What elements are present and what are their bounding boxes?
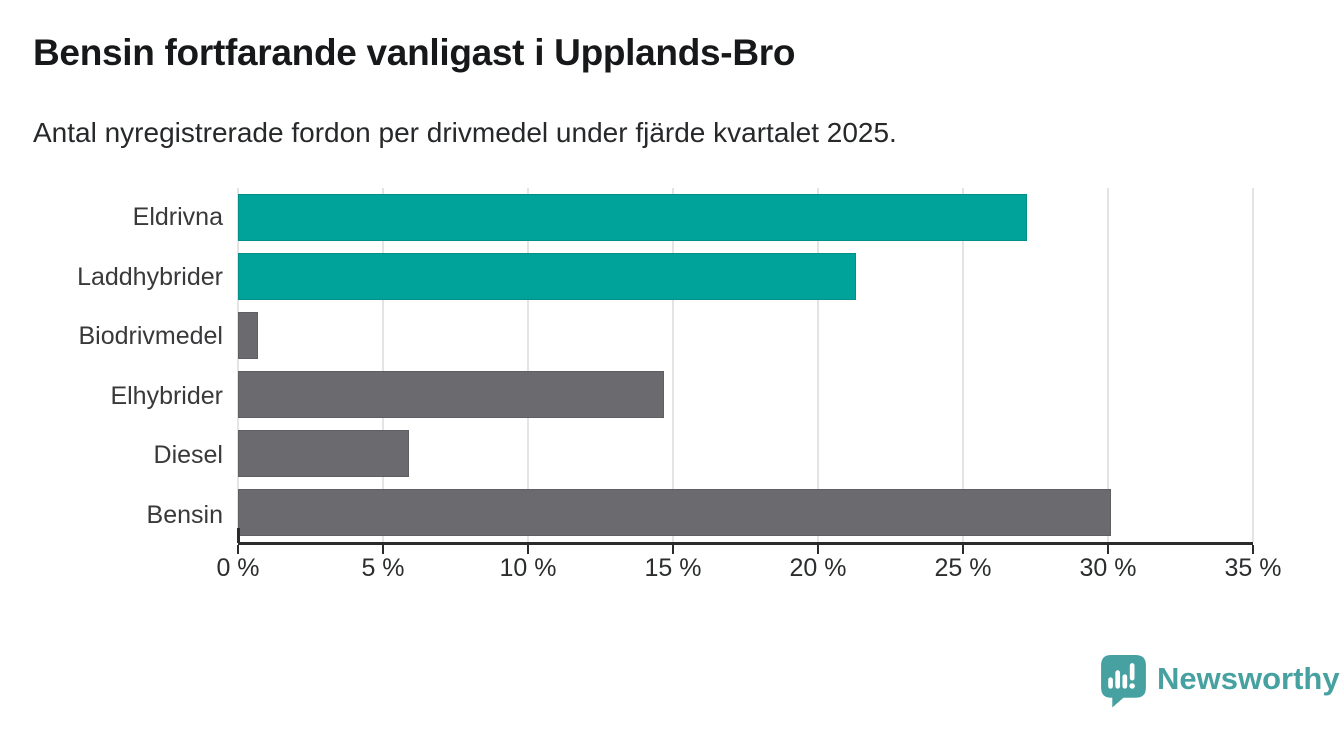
category-label-row: Diesel: [0, 426, 223, 486]
category-label-bensin: Bensin: [146, 500, 223, 529]
tick-mark-25: [962, 545, 964, 554]
gridline-5: [382, 188, 384, 542]
category-label-row: Bensin: [0, 486, 223, 546]
bar-row: [238, 365, 1253, 424]
category-label-row: Eldrivna: [0, 188, 223, 248]
chart-subtitle: Antal nyregistrerade fordon per drivmede…: [33, 117, 897, 148]
bar-row: [238, 306, 1253, 365]
tick-mark-15: [672, 545, 674, 554]
newsworthy-bubble-chart-icon: [1101, 655, 1146, 708]
category-label-elhybrider: Elhybrider: [110, 381, 223, 410]
newsworthy-logo-text: Newsworthy: [1157, 661, 1340, 696]
bar-row: [238, 247, 1253, 306]
x-axis-origin-riser: [237, 528, 240, 543]
category-label-biodrivmedel: Biodrivmedel: [78, 322, 223, 351]
category-label-row: Biodrivmedel: [0, 307, 223, 367]
plot-area: [237, 188, 1254, 545]
gridline-25: [962, 188, 964, 542]
chart-title: Bensin fortfarande vanligast i Upplands-…: [33, 32, 796, 73]
category-label-row: Laddhybrider: [0, 248, 223, 308]
category-label-laddhybrider: Laddhybrider: [77, 262, 223, 291]
bar-rows: [238, 188, 1253, 542]
category-label-diesel: Diesel: [153, 441, 223, 470]
category-label-row: Elhybrider: [0, 367, 223, 427]
tick-mark-5: [382, 545, 384, 554]
tick-mark-35: [1252, 545, 1254, 554]
category-label-eldrivna: Eldrivna: [132, 203, 223, 232]
tick-label-20: 20 %: [789, 554, 847, 582]
bar-row: [238, 424, 1253, 483]
bar-eldrivna: [238, 194, 1027, 241]
gridline-15: [672, 188, 674, 542]
tick-label-25: 25 %: [934, 554, 992, 582]
bar-elhybrider: [238, 371, 665, 418]
tick-label-0: 0 %: [216, 554, 260, 582]
tick-label-30: 30 %: [1079, 554, 1137, 582]
gridline-30: [1107, 188, 1109, 542]
tick-mark-30: [1107, 545, 1109, 554]
gridline-0: [237, 188, 239, 542]
bar-bensin: [238, 489, 1111, 536]
x-axis-ticks: [237, 545, 1254, 554]
tick-mark-0: [237, 545, 239, 554]
tick-mark-10: [527, 545, 529, 554]
gridline-35: [1252, 188, 1254, 542]
tick-label-10: 10 %: [499, 554, 557, 582]
tick-label-35: 35 %: [1224, 554, 1282, 582]
gridline-10: [527, 188, 529, 542]
bar-biodrivmedel: [238, 312, 259, 359]
newsworthy-logo: Newsworthy: [1101, 655, 1340, 708]
tick-mark-20: [817, 545, 819, 554]
tick-label-15: 15 %: [644, 554, 702, 582]
bar-row: [238, 483, 1253, 542]
bar-diesel: [238, 430, 410, 477]
bar-laddhybrider: [238, 253, 856, 300]
bar-row: [238, 188, 1253, 247]
category-label-column: Eldrivna Laddhybrider Biodrivmedel Elhybrid…: [0, 188, 223, 545]
x-axis-labels: 0 % 5 % 10 % 15 % 20 % 25 % 30 % 35 %: [216, 554, 1281, 584]
gridline-20: [817, 188, 819, 542]
tick-label-5: 5 %: [361, 554, 405, 582]
